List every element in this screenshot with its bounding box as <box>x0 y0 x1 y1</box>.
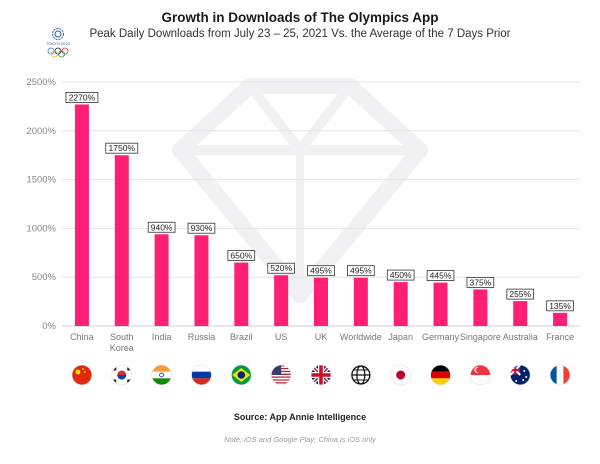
bar <box>513 301 528 326</box>
x-tick-label: Australia <box>503 332 538 342</box>
data-label-text: 445% <box>430 271 452 281</box>
bars <box>74 104 568 326</box>
brazil-flag-icon <box>231 365 252 385</box>
note-text: Note: iOS and Google Play; China is iOS … <box>224 435 376 444</box>
y-tick-label: 0% <box>42 321 56 332</box>
x-tick-label: France <box>546 332 574 342</box>
y-axis: 0% 500% 1000% 1500% 2000% 2500% <box>26 77 56 332</box>
data-label-box <box>307 265 335 277</box>
x-tick-label: Singapore <box>460 332 501 342</box>
y-tick-label: 500% <box>32 272 57 283</box>
x-tick-label: Japan <box>388 332 413 342</box>
x-tick-label: China <box>70 332 94 342</box>
data-label-box <box>546 300 574 312</box>
bar <box>274 275 289 326</box>
germany-flag-icon <box>430 365 451 385</box>
data-label-text: 255% <box>509 289 531 299</box>
data-label: 445% <box>426 270 455 281</box>
bar <box>314 277 328 326</box>
data-label: 375% <box>466 276 495 288</box>
bar <box>353 277 368 326</box>
data-label: 520% <box>267 262 295 274</box>
data-label-text: 650% <box>230 251 252 261</box>
india-flag-icon <box>151 365 172 385</box>
watermark <box>172 78 428 303</box>
data-label-text: 375% <box>470 277 492 287</box>
x-tick-label: Russia <box>188 332 216 342</box>
data-label-text: 520% <box>270 263 292 273</box>
data-label-text: 135% <box>549 301 571 311</box>
data-label-text: 930% <box>191 223 213 233</box>
south-korea-flag-icon <box>111 365 132 385</box>
data-label: 930% <box>187 222 216 234</box>
x-tick-label: UK <box>315 332 328 342</box>
singapore-flag-icon <box>470 365 491 385</box>
bar <box>433 282 448 326</box>
australia-flag-icon <box>510 365 531 385</box>
data-label: 495% <box>347 265 375 277</box>
logo-text: TOKYO 2020 <box>46 41 71 46</box>
data-label-box <box>466 276 495 288</box>
data-label-box <box>426 270 455 281</box>
y-tick-label: 1500% <box>26 175 56 186</box>
china-flag-icon <box>71 365 92 385</box>
us-flag-icon <box>271 365 292 385</box>
source-text: Source: App Annie Intelligence <box>233 412 367 422</box>
bar <box>553 312 568 326</box>
bar <box>74 104 89 326</box>
chart-subtitle: Peak Daily Downloads from July 23 – 25, … <box>89 28 511 40</box>
flag-row <box>71 364 571 386</box>
bar <box>473 289 488 326</box>
x-tick-label: Brazil <box>230 332 253 342</box>
data-label-box <box>506 288 535 300</box>
russia-flag-icon <box>191 365 212 385</box>
data-label-text: 1750% <box>109 143 136 153</box>
data-label-text: 2270% <box>69 92 96 102</box>
data-label-box <box>105 142 139 154</box>
data-label: 450% <box>386 269 415 281</box>
x-tick-label: Germany <box>422 332 460 342</box>
data-label-box <box>267 262 295 274</box>
y-tick-label: 1000% <box>26 223 56 234</box>
x-tick-label: India <box>152 332 172 342</box>
uk-flag-icon <box>311 365 331 385</box>
y-tick-label: 2500% <box>26 77 56 88</box>
globe-icon <box>350 365 371 385</box>
bar <box>114 155 129 326</box>
data-label: 135% <box>546 300 574 312</box>
data-label-text: 450% <box>390 270 412 280</box>
bar-chart: 0% 500% 1000% 1500% 2000% 2500% 2270% 1750% 940… <box>26 77 580 353</box>
japan-flag-icon <box>390 365 411 385</box>
data-label: 255% <box>506 288 535 300</box>
france-flag-icon <box>550 365 571 385</box>
x-tick-label: Korea <box>110 343 134 353</box>
data-label: 1750% <box>105 142 139 154</box>
x-tick-label: South <box>110 332 134 342</box>
data-label: 650% <box>227 250 256 261</box>
data-labels: 2270% 1750% 940% 930% 650% 520% 495% 495% 450% 44… <box>65 92 574 312</box>
data-label-text: 940% <box>151 222 173 232</box>
data-label-text: 495% <box>350 266 372 276</box>
data-label-box <box>65 92 99 103</box>
x-tick-label: Worldwide <box>340 332 382 342</box>
bar <box>194 235 209 326</box>
y-tick-label: 2000% <box>26 126 56 137</box>
data-label-box <box>187 222 216 234</box>
bar <box>234 262 249 326</box>
data-label-box <box>347 265 375 277</box>
data-label-box <box>227 250 256 261</box>
data-label-box <box>386 269 415 281</box>
x-tick-label: US <box>275 332 288 342</box>
data-label: 940% <box>147 221 176 233</box>
data-label-text: 495% <box>310 266 332 276</box>
chart-title: Growth in Downloads of The Olympics App <box>161 10 439 25</box>
data-label-box <box>147 221 176 233</box>
bar <box>154 234 169 326</box>
olympics-logo: TOKYO 2020 <box>46 28 71 58</box>
data-label: 2270% <box>65 92 99 103</box>
data-label: 495% <box>307 265 335 277</box>
bar <box>393 282 408 326</box>
